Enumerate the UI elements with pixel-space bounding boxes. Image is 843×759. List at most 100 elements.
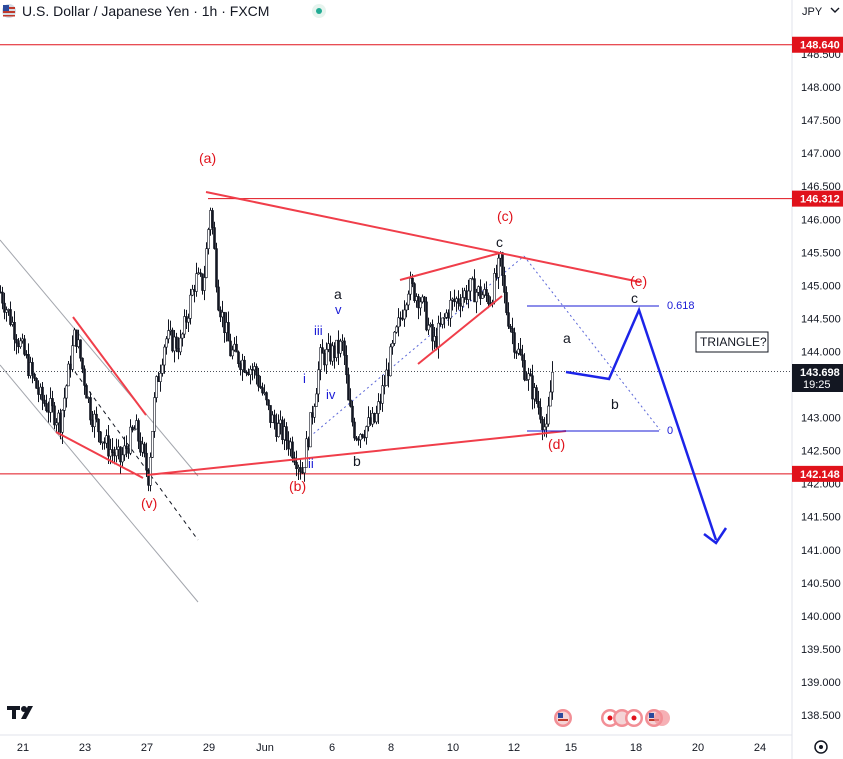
candle-body: [189, 294, 192, 319]
candle-body: [549, 391, 552, 407]
candle-body: [99, 431, 102, 443]
time-tick-label: 20: [692, 742, 704, 754]
gear-icon[interactable]: [814, 740, 828, 754]
us-flag-icon: [2, 4, 16, 18]
time-tick-label: 24: [754, 742, 766, 754]
candle-body: [377, 401, 380, 414]
candle-body: [45, 403, 48, 412]
candle-body: [193, 289, 196, 292]
candle-body: [201, 273, 204, 291]
candle-body: [117, 446, 120, 450]
event-icons[interactable]: [554, 709, 670, 727]
wave-label-c-major: (c): [497, 208, 513, 224]
candle-body: [457, 298, 460, 304]
price-tick-label: 146.000: [801, 214, 841, 226]
candle-body: [245, 371, 248, 374]
descending-channel[interactable]: [0, 239, 199, 603]
candle-body: [145, 452, 148, 471]
candle-body: [273, 414, 276, 424]
price-tick-label: 145.000: [801, 280, 841, 292]
candle-body: [285, 426, 288, 441]
candle-body: [501, 252, 504, 276]
candle-body: [33, 373, 36, 379]
candle-body: [53, 405, 56, 426]
candle-body: [143, 443, 146, 454]
wave-label-a-major: (a): [199, 150, 216, 166]
candle-body: [383, 385, 386, 387]
candle-body: [505, 292, 508, 313]
candle-body: [497, 257, 500, 278]
candle-body: [63, 397, 66, 411]
price-tick-label: 143.000: [801, 413, 841, 425]
candle-body: [233, 343, 236, 351]
candle-body: [79, 339, 82, 359]
wave-label-v: v: [335, 302, 342, 317]
candle-body: [407, 293, 410, 306]
wave-label-i: i: [303, 371, 306, 386]
candle-body: [223, 311, 226, 334]
candle-body: [213, 227, 216, 249]
wedge-line-3: [399, 252, 501, 281]
candle-body: [7, 309, 10, 311]
candle-body: [257, 374, 260, 387]
candle-body: [87, 397, 90, 399]
candle-body: [277, 423, 280, 437]
candle-body: [319, 347, 322, 371]
triangle-lines[interactable]: [55, 191, 792, 479]
price-candles[interactable]: [0, 207, 554, 492]
candle-body: [519, 348, 522, 356]
wave-projection-dotted-2[interactable]: [523, 255, 661, 431]
candle-body: [325, 349, 328, 366]
triangle-note[interactable]: TRIANGLE?: [695, 331, 769, 353]
candle-body: [547, 405, 550, 425]
fib-levels[interactable]: 0.618 0: [527, 300, 695, 437]
triangle-note-text: TRIANGLE?: [700, 335, 767, 349]
market-status-icon[interactable]: [312, 4, 326, 18]
candle-body: [85, 385, 88, 399]
candle-body: [91, 419, 94, 428]
candle-body: [69, 363, 72, 370]
candle-body: [431, 324, 434, 342]
candle-body: [103, 441, 106, 444]
candle-body: [135, 420, 138, 430]
candle-body: [185, 316, 188, 323]
candle-body: [487, 295, 490, 305]
candle-body: [239, 363, 242, 370]
candle-body: [97, 418, 100, 433]
chevron-down-icon[interactable]: [830, 7, 840, 13]
candle-body: [89, 397, 92, 421]
candle-body: [171, 329, 174, 352]
candle-body: [467, 290, 470, 300]
price-tag-label: 148.640: [800, 40, 840, 52]
time-tick-label: 21: [17, 742, 29, 754]
price-tick-label: 146.500: [801, 181, 841, 193]
candle-body: [291, 441, 294, 459]
candle-body: [317, 369, 320, 395]
time-tick-label: 6: [329, 742, 335, 754]
candle-body: [545, 423, 548, 428]
wedge-line-4: [417, 295, 503, 365]
candle-body: [19, 340, 22, 348]
candle-body: [241, 359, 244, 370]
candle-body: [543, 426, 546, 431]
candle-body: [541, 418, 544, 431]
candle-body: [507, 312, 510, 327]
currency-label[interactable]: JPY: [802, 6, 823, 18]
symbol-title[interactable]: U.S. Dollar / Japanese Yen · 1h · FXCM: [22, 3, 269, 19]
candle-body: [313, 406, 316, 418]
tv-logo-icon[interactable]: [7, 706, 33, 719]
price-tick-label: 141.500: [801, 512, 841, 524]
candle-body: [107, 435, 110, 457]
wave-label-b-minor-2: b: [611, 396, 619, 412]
wedge-line-2: [55, 431, 144, 479]
wave-label-iv: iv: [326, 387, 336, 402]
price-tick-label: 139.000: [801, 677, 841, 689]
candle-body: [155, 376, 158, 398]
jp-flag-icon: [601, 709, 643, 727]
wave-projection-path[interactable]: [565, 306, 728, 545]
candle-body: [425, 301, 428, 331]
candle-body: [523, 360, 526, 380]
candle-body: [403, 309, 406, 320]
price-tick-label: 141.000: [801, 545, 841, 557]
